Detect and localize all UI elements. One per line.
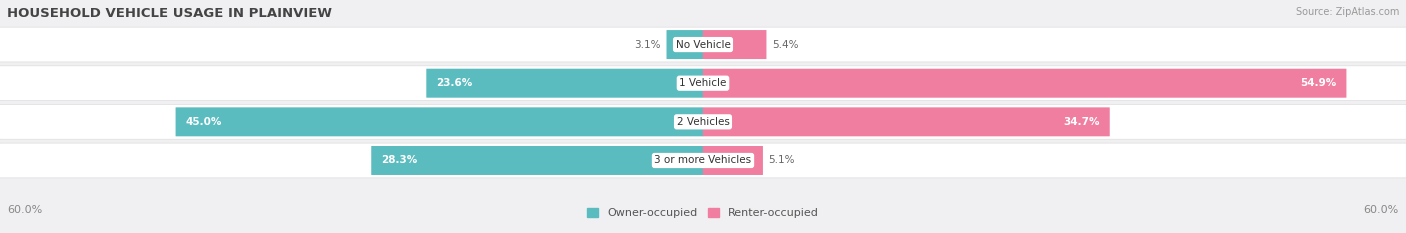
Text: 28.3%: 28.3% bbox=[381, 155, 418, 165]
FancyBboxPatch shape bbox=[0, 27, 1406, 62]
Text: 34.7%: 34.7% bbox=[1064, 117, 1101, 127]
Text: 60.0%: 60.0% bbox=[1364, 205, 1399, 215]
FancyBboxPatch shape bbox=[371, 146, 703, 175]
FancyBboxPatch shape bbox=[666, 30, 703, 59]
Text: HOUSEHOLD VEHICLE USAGE IN PLAINVIEW: HOUSEHOLD VEHICLE USAGE IN PLAINVIEW bbox=[7, 7, 332, 20]
Text: 45.0%: 45.0% bbox=[186, 117, 222, 127]
FancyBboxPatch shape bbox=[0, 143, 1406, 178]
Legend: Owner-occupied, Renter-occupied: Owner-occupied, Renter-occupied bbox=[582, 204, 824, 223]
Text: 23.6%: 23.6% bbox=[436, 78, 472, 88]
Text: 2 Vehicles: 2 Vehicles bbox=[676, 117, 730, 127]
Text: No Vehicle: No Vehicle bbox=[675, 40, 731, 50]
FancyBboxPatch shape bbox=[703, 107, 1109, 136]
FancyBboxPatch shape bbox=[0, 104, 1406, 139]
Text: 1 Vehicle: 1 Vehicle bbox=[679, 78, 727, 88]
Text: 5.1%: 5.1% bbox=[769, 155, 796, 165]
FancyBboxPatch shape bbox=[703, 69, 1347, 98]
Text: 3.1%: 3.1% bbox=[634, 40, 661, 50]
FancyBboxPatch shape bbox=[176, 107, 703, 136]
FancyBboxPatch shape bbox=[0, 66, 1406, 101]
Text: Source: ZipAtlas.com: Source: ZipAtlas.com bbox=[1295, 7, 1399, 17]
FancyBboxPatch shape bbox=[703, 146, 763, 175]
Text: 60.0%: 60.0% bbox=[7, 205, 42, 215]
FancyBboxPatch shape bbox=[426, 69, 703, 98]
Text: 3 or more Vehicles: 3 or more Vehicles bbox=[654, 155, 752, 165]
Text: 54.9%: 54.9% bbox=[1301, 78, 1337, 88]
Text: 5.4%: 5.4% bbox=[772, 40, 799, 50]
FancyBboxPatch shape bbox=[703, 30, 766, 59]
